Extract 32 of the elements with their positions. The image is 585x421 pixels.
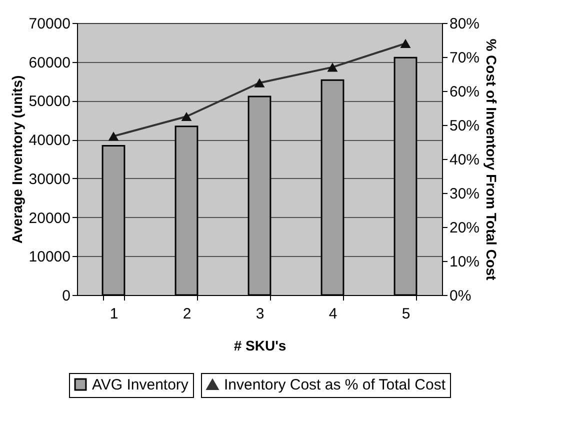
y-tick-label: 20000 <box>28 210 70 227</box>
x-tick-label: 1 <box>110 306 118 322</box>
x-tick-label: 4 <box>328 306 338 322</box>
y2-tick-label: 60% <box>450 84 480 100</box>
y-axis-title: Average Inventory (units) <box>8 75 25 244</box>
legend-label: AVG Inventory <box>92 376 189 394</box>
y-tick-label: 60000 <box>28 54 70 72</box>
point <box>108 132 119 141</box>
y2-tick-label: 70% <box>450 50 480 66</box>
y-tick-label: 50000 <box>28 93 70 110</box>
y2-tick-label: 0% <box>450 288 472 304</box>
point <box>327 62 338 72</box>
y2-axis-title: % Cost of Inventory From Total Cost <box>484 38 500 281</box>
x-tick-label: 3 <box>256 306 264 322</box>
y-tick-label: 30000 <box>28 170 70 188</box>
y-tick-label: 0 <box>62 288 70 304</box>
x-tick-label: 2 <box>182 306 192 322</box>
y-tick-label: 70000 <box>28 16 70 32</box>
x-axis-title: # SKU's <box>234 338 286 354</box>
y-tick-label: 40000 <box>28 132 70 150</box>
y2-tick-label: 50% <box>450 118 480 134</box>
x-tick-label: 5 <box>402 306 410 322</box>
point <box>254 78 265 88</box>
y2-tick-label: 20% <box>450 220 480 236</box>
y2-tick-label: 40% <box>450 152 480 168</box>
point <box>181 112 192 122</box>
point <box>400 38 411 48</box>
y2-tick-label: 10% <box>450 254 480 270</box>
y2-tick-label: 30% <box>450 186 480 202</box>
y-tick-label: 10000 <box>28 248 70 266</box>
legend-label: Inventory Cost as % of Total Cost <box>224 376 446 394</box>
y2-tick-label: 80% <box>450 16 480 32</box>
